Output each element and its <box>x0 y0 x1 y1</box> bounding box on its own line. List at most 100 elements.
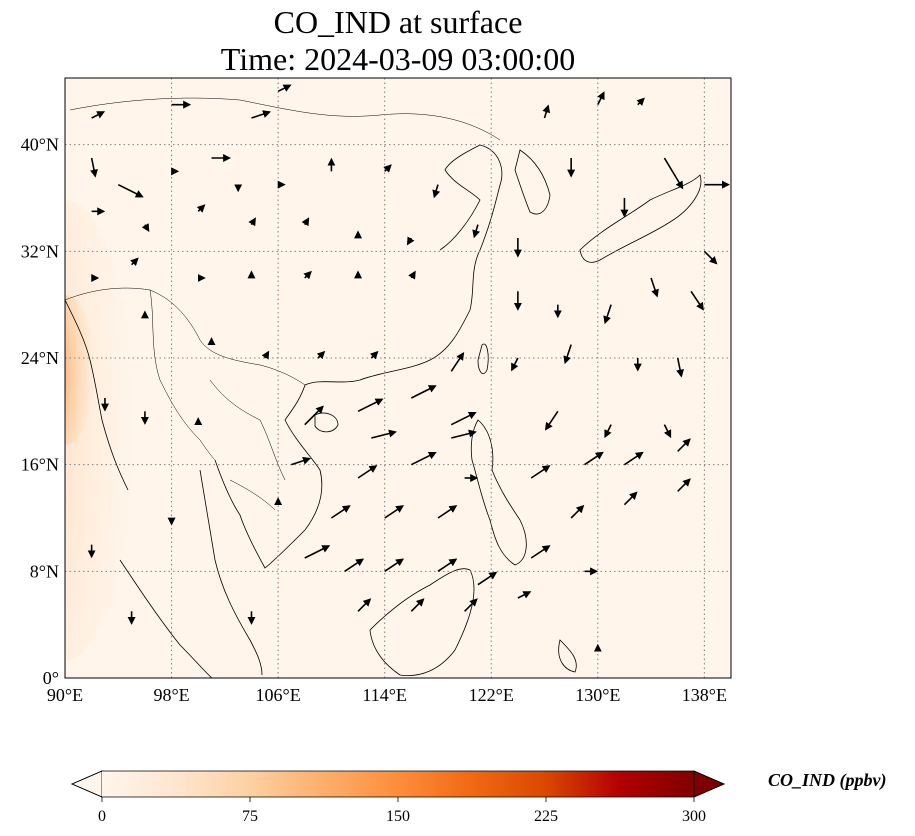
wind-arrow <box>676 357 684 378</box>
map-frame <box>64 77 732 679</box>
lat-tick-label: 8°N <box>30 561 59 581</box>
coastline-japan <box>579 174 702 263</box>
colorbar-tick-label: 300 <box>682 808 706 825</box>
latitude-ticks: 0° 8°N 16°N 24°N 32°N 40°N <box>21 135 59 688</box>
colorbar-extend-high <box>693 770 726 798</box>
longitude-ticks: 90°E 98°E 106°E 114°E 122°E 130°E 138°E <box>47 685 727 705</box>
coastline-indochina <box>214 384 323 569</box>
wind-arrow <box>437 558 458 572</box>
wind-arrow <box>663 157 684 190</box>
coastline-sulawesi <box>558 639 577 673</box>
lon-tick-label: 122°E <box>469 685 514 705</box>
wind-arrow <box>141 223 150 233</box>
wind-arrow <box>530 545 551 559</box>
wind-arrow <box>383 164 392 173</box>
lon-tick-label: 114°E <box>362 685 407 705</box>
wind-arrow <box>472 224 480 239</box>
wind-arrow <box>410 598 425 612</box>
lat-tick-label: 24°N <box>21 348 59 368</box>
wind-arrow <box>357 465 378 479</box>
wind-arrow <box>304 405 324 426</box>
map-background <box>65 78 731 678</box>
wind-arrow <box>261 350 270 360</box>
wind-arrow <box>603 304 612 325</box>
wind-arrow <box>464 598 478 612</box>
colorbar: 0 75 150 225 300 CO_IND (ppbv) <box>70 770 887 825</box>
coastline-sumatra <box>119 559 213 678</box>
wind-arrow <box>542 104 551 119</box>
wind-arrow <box>304 545 331 559</box>
wind-arrow <box>584 451 604 466</box>
wind-arrow <box>316 350 326 360</box>
wind-vectors <box>87 84 730 652</box>
colorbar-tick-label: 0 <box>98 808 106 825</box>
lat-tick-label: 0° <box>43 668 59 688</box>
lon-tick-label: 138°E <box>682 685 727 705</box>
wind-arrow <box>357 598 372 612</box>
colorbar-label: CO_IND (ppbv) <box>768 770 887 791</box>
wind-arrow <box>530 465 551 479</box>
colorbar-ticks: 0 75 150 225 300 <box>98 797 706 825</box>
wind-arrow <box>410 385 437 399</box>
colorbar-tick-label: 75 <box>242 808 258 825</box>
coastline-taiwan <box>477 343 489 374</box>
coastline-korea <box>514 149 551 215</box>
wind-arrow <box>623 491 638 506</box>
wind-arrow <box>91 111 106 119</box>
map-panel <box>64 77 732 679</box>
wind-arrow <box>570 504 585 519</box>
lat-tick-label: 16°N <box>21 455 59 475</box>
wind-arrow <box>251 110 271 119</box>
wind-arrow <box>130 257 139 267</box>
colorbar-extend-low <box>70 770 103 798</box>
coastline-philippines <box>470 419 527 566</box>
wind-arrow <box>277 84 292 93</box>
lon-tick-label: 98°E <box>153 685 189 705</box>
wind-arrow <box>450 411 477 426</box>
wind-arrow <box>408 270 416 280</box>
lat-tick-label: 40°N <box>21 135 59 155</box>
wind-arrow <box>303 270 312 280</box>
coastline-mainland-china <box>304 144 503 386</box>
wind-arrow <box>301 217 310 227</box>
wind-arrow <box>384 558 405 572</box>
border-mongolia <box>69 97 501 141</box>
colorbar-tick-label: 225 <box>534 808 558 825</box>
wind-arrow <box>196 204 206 213</box>
coastline-bay-of-bengal <box>65 299 129 491</box>
wind-arrow <box>344 558 365 572</box>
wind-arrow <box>517 591 532 599</box>
lon-tick-label: 90°E <box>47 685 83 705</box>
wind-arrow <box>703 250 718 265</box>
lon-tick-label: 106°E <box>256 685 301 705</box>
wind-arrow <box>357 398 384 413</box>
lon-tick-label: 130°E <box>575 685 620 705</box>
lat-tick-label: 32°N <box>21 241 59 261</box>
wind-arrow <box>450 352 465 372</box>
wind-arrow <box>563 344 572 365</box>
wind-arrow <box>248 217 256 227</box>
wind-arrow <box>117 183 144 198</box>
wind-arrow <box>511 357 519 372</box>
wind-arrow <box>370 350 379 360</box>
wind-arrow <box>291 456 311 466</box>
wind-arrow <box>406 236 415 246</box>
country-borders <box>65 97 501 511</box>
wind-arrow <box>371 429 397 439</box>
coastline-malay-peninsula <box>199 469 263 676</box>
coastlines <box>65 144 702 678</box>
wind-arrow <box>623 451 644 466</box>
wind-arrow <box>437 505 458 519</box>
title-line-1: CO_IND at surface <box>274 4 523 40</box>
wind-arrow <box>432 184 441 199</box>
wind-arrow <box>330 505 351 519</box>
gridlines <box>64 78 731 679</box>
border-myanmar-east <box>149 289 216 461</box>
border-cambodia <box>229 479 276 511</box>
border-china-south <box>65 287 306 386</box>
wind-arrow <box>544 410 559 431</box>
wind-arrow <box>650 277 659 298</box>
hotspot-myanmar <box>65 295 95 445</box>
wind-arrow <box>384 505 405 519</box>
colorbar-tick-label: 150 <box>386 808 410 825</box>
